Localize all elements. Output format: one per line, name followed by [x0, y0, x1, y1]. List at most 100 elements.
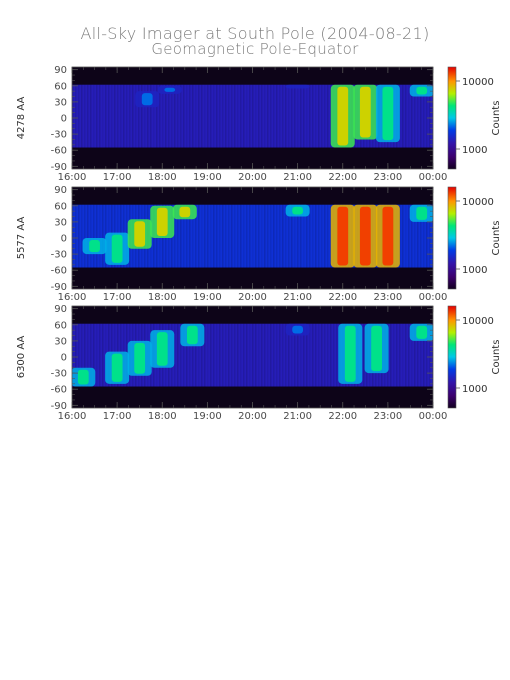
texture-streak [147, 84, 149, 148]
texture-streak [300, 323, 302, 387]
texture-streak [207, 323, 209, 387]
texture-streak [195, 323, 197, 387]
texture-streak [321, 84, 323, 148]
texture-streak [300, 204, 302, 268]
texture-streak [153, 84, 155, 148]
texture-streak [264, 84, 266, 148]
texture-streak [225, 323, 227, 387]
texture-streak [201, 84, 203, 148]
texture-streak [429, 84, 431, 148]
texture-streak [282, 204, 284, 268]
texture-streak [102, 323, 104, 387]
texture-streak [129, 84, 131, 148]
y-tick-label: -30 [51, 130, 67, 141]
texture-streak [78, 323, 80, 387]
texture-streak [393, 323, 395, 387]
colorbar-label: Counts [491, 221, 502, 256]
colorbar: 10000 1000 Counts [447, 66, 502, 170]
texture-streak [102, 204, 104, 268]
texture-streak [255, 84, 257, 148]
texture-streak [90, 204, 92, 268]
x-tick-label: 19:00 [193, 292, 222, 303]
texture-streak [222, 84, 224, 148]
texture-streak [216, 204, 218, 268]
texture-streak [414, 84, 416, 148]
texture-streak [225, 84, 227, 148]
texture-streak [267, 323, 269, 387]
colorbar-label: Counts [491, 101, 502, 136]
y-axis-label: 4278 AA [16, 97, 27, 140]
x-tick-label: 20:00 [238, 292, 267, 303]
texture-streak [408, 323, 410, 387]
texture-streak [309, 84, 311, 148]
texture-streak [417, 323, 419, 387]
texture-streak [210, 323, 212, 387]
colorbar-gradient [447, 186, 457, 290]
texture-streak [99, 84, 101, 148]
y-tick-label: 60 [54, 201, 67, 212]
texture-streak [306, 84, 308, 148]
aurora-feature-core [337, 206, 349, 266]
texture-streak [231, 84, 233, 148]
texture-streak [93, 204, 95, 268]
colorbar: 10000 1000 Counts [447, 305, 502, 409]
y-tick-label: 30 [54, 97, 67, 108]
texture-streak [426, 204, 428, 268]
texture-streak [414, 204, 416, 268]
texture-streak [288, 204, 290, 268]
texture-streak [81, 84, 83, 148]
texture-streak [186, 204, 188, 268]
texture-streak [177, 84, 179, 148]
texture-streak [273, 84, 275, 148]
texture-streak [240, 323, 242, 387]
texture-streak [204, 204, 206, 268]
texture-streak [315, 323, 317, 387]
texture-streak [243, 84, 245, 148]
texture-streak [177, 323, 179, 387]
texture-streak [264, 204, 266, 268]
texture-streak [213, 84, 215, 148]
texture-streak [411, 323, 413, 387]
texture-streak [78, 204, 80, 268]
texture-streak [336, 323, 338, 387]
colorbar-tick-label: 1000 [462, 145, 487, 156]
texture-streak [234, 204, 236, 268]
aurora-feature-core [359, 206, 371, 266]
x-tick-label: 18:00 [148, 292, 177, 303]
texture-streak [279, 323, 281, 387]
texture-streak [225, 204, 227, 268]
texture-streak [294, 204, 296, 268]
texture-streak [150, 84, 152, 148]
texture-streak [96, 204, 98, 268]
texture-streak [330, 323, 332, 387]
texture-streak [252, 84, 254, 148]
texture-streak [420, 323, 422, 387]
texture-streak [75, 204, 77, 268]
y-tick-label: 90 [54, 65, 67, 76]
texture-streak [99, 204, 101, 268]
texture-streak [192, 204, 194, 268]
texture-streak [72, 84, 74, 148]
texture-streak [408, 204, 410, 268]
texture-streak [237, 323, 239, 387]
texture-streak [396, 323, 398, 387]
texture-streak [204, 323, 206, 387]
texture-streak [255, 323, 257, 387]
texture-streak [270, 84, 272, 148]
texture-streak [186, 323, 188, 387]
texture-streak [72, 204, 74, 268]
texture-streak [123, 84, 125, 148]
x-tick-label: 18:00 [148, 172, 177, 183]
texture-streak [189, 323, 191, 387]
texture-streak [138, 84, 140, 148]
y-tick-label: 60 [54, 81, 67, 92]
texture-streak [246, 204, 248, 268]
texture-streak [324, 204, 326, 268]
texture-streak [429, 323, 431, 387]
aurora-feature-core [164, 87, 176, 92]
texture-streak [201, 323, 203, 387]
texture-streak [237, 204, 239, 268]
texture-streak [303, 84, 305, 148]
texture-streak [309, 323, 311, 387]
